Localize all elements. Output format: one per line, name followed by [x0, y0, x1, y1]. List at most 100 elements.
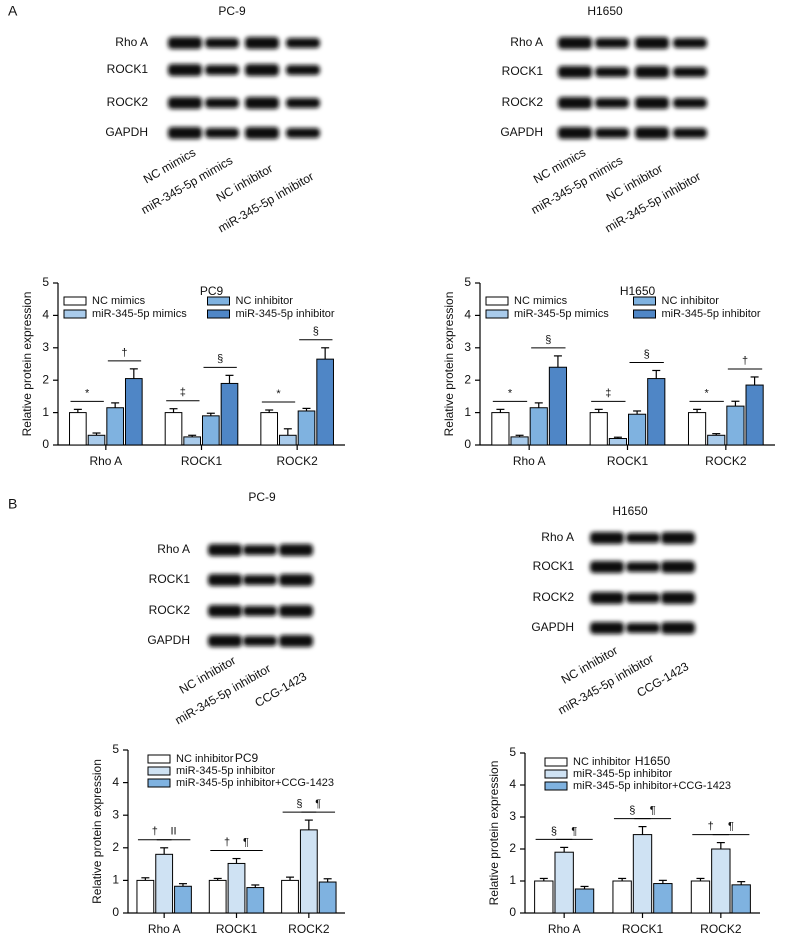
- band: [205, 128, 239, 138]
- x-tick-label: ROCK2: [276, 454, 318, 468]
- x-tick-label: ROCK1: [216, 922, 258, 936]
- error-bar: [178, 883, 187, 887]
- error-bar: [652, 369, 661, 379]
- error-bar: [232, 857, 241, 864]
- band: [595, 128, 629, 138]
- band: [205, 38, 239, 48]
- protein-label: ROCK1: [149, 572, 191, 586]
- x-tick-label: ROCK2: [700, 922, 742, 936]
- band: [673, 38, 707, 48]
- bar: [711, 848, 731, 914]
- bar: [208, 879, 227, 914]
- bar: [136, 879, 155, 914]
- significance-label: ¶: [243, 836, 249, 848]
- y-tick-label: 5: [464, 275, 471, 289]
- error-bar: [302, 407, 311, 411]
- x-tick-label: Rho A: [548, 922, 581, 936]
- protein-label: Rho A: [510, 35, 543, 49]
- significance-label: ‡: [180, 387, 186, 399]
- bar: [260, 412, 279, 446]
- significance-label: †: [708, 821, 714, 833]
- y-tick-label: 0: [112, 905, 119, 919]
- y-tick-label: 4: [464, 308, 471, 322]
- error-bar: [141, 877, 150, 881]
- band: [590, 532, 624, 544]
- band: [243, 575, 277, 585]
- legend-swatch: [633, 296, 656, 306]
- y-axis-label: Relative protein expression: [90, 759, 104, 904]
- bar: [612, 880, 632, 914]
- band: [243, 545, 277, 555]
- band: [595, 38, 629, 48]
- y-tick-label: 2: [509, 841, 516, 855]
- band: [168, 37, 202, 49]
- legend-swatch: [207, 309, 230, 319]
- error-bar: [658, 879, 667, 884]
- significance-label: §: [545, 334, 551, 346]
- bar: [174, 885, 192, 914]
- y-tick-label: 4: [42, 308, 49, 322]
- x-tick-label: ROCK1: [181, 454, 223, 468]
- band: [590, 622, 624, 634]
- error-bar: [92, 432, 101, 436]
- y-tick-label: 0: [509, 905, 516, 919]
- x-tick-label: ROCK2: [705, 454, 747, 468]
- y-axis-label: Relative protein expression: [442, 292, 456, 437]
- protein-label: Rho A: [541, 530, 574, 544]
- significance-label: §: [217, 353, 223, 365]
- blot-title: H1650: [612, 504, 648, 518]
- legend-swatch: [63, 309, 87, 319]
- panel-letter: A: [8, 3, 18, 19]
- legend-swatch: [485, 296, 509, 306]
- chart-title: H1650: [635, 754, 671, 768]
- error-bar: [696, 877, 705, 881]
- error-bar: [73, 408, 82, 413]
- error-bar: [750, 376, 759, 386]
- bar: [647, 378, 666, 446]
- significance-label: †: [152, 826, 158, 838]
- y-tick-label: 1: [509, 873, 516, 887]
- bar: [318, 881, 337, 914]
- protein-label: ROCK2: [107, 95, 149, 109]
- band: [208, 635, 242, 647]
- legend-label: miR-345-5p inhibitor: [573, 768, 672, 780]
- significance-label: ‡: [605, 387, 611, 399]
- bar: [687, 412, 707, 446]
- y-axis-label: Relative protein expression: [20, 292, 34, 437]
- band: [661, 622, 695, 634]
- bar: [202, 415, 220, 446]
- x-tick-label: ROCK1: [607, 454, 649, 468]
- bar: [164, 412, 183, 446]
- y-tick-label: 4: [112, 775, 119, 789]
- band: [245, 97, 279, 109]
- significance-label: †: [224, 836, 230, 848]
- error-bar: [716, 841, 725, 849]
- band: [558, 97, 592, 109]
- legend-label: miR-345-5p inhibitor+CCG-1423: [176, 777, 334, 789]
- bar: [227, 862, 246, 914]
- significance-label: §: [551, 825, 557, 837]
- band: [590, 561, 624, 573]
- error-bar: [594, 408, 603, 413]
- legend-label: NC inhibitor: [662, 295, 720, 307]
- band: [661, 532, 695, 544]
- bar: [316, 358, 334, 446]
- blot-title: PC-9: [248, 490, 276, 504]
- legend-swatch: [544, 757, 568, 767]
- band: [595, 98, 629, 108]
- band: [558, 37, 592, 49]
- band: [626, 533, 660, 543]
- panel-letter: B: [8, 496, 17, 512]
- error-bar: [129, 368, 138, 379]
- error-bar: [265, 409, 274, 413]
- legend-label: miR-345-5p mimics: [514, 308, 609, 320]
- significance-label: ¶: [571, 825, 577, 837]
- band: [661, 592, 695, 604]
- significance-label: §: [313, 326, 319, 338]
- band: [595, 67, 629, 77]
- bar: [124, 378, 143, 446]
- protein-label: GAPDH: [105, 125, 148, 139]
- x-tick-label: ROCK2: [288, 922, 330, 936]
- band: [279, 574, 313, 586]
- bar: [589, 412, 608, 446]
